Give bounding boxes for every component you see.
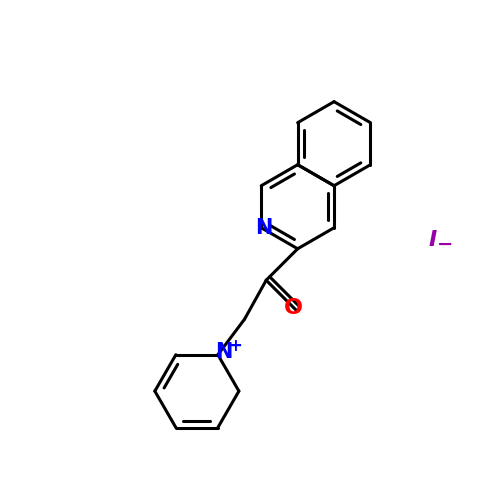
Text: N: N — [255, 218, 272, 238]
Text: N: N — [215, 342, 232, 362]
Text: O: O — [284, 298, 303, 318]
Text: I: I — [429, 230, 437, 250]
Text: +: + — [228, 337, 242, 355]
Text: −: − — [437, 234, 454, 254]
